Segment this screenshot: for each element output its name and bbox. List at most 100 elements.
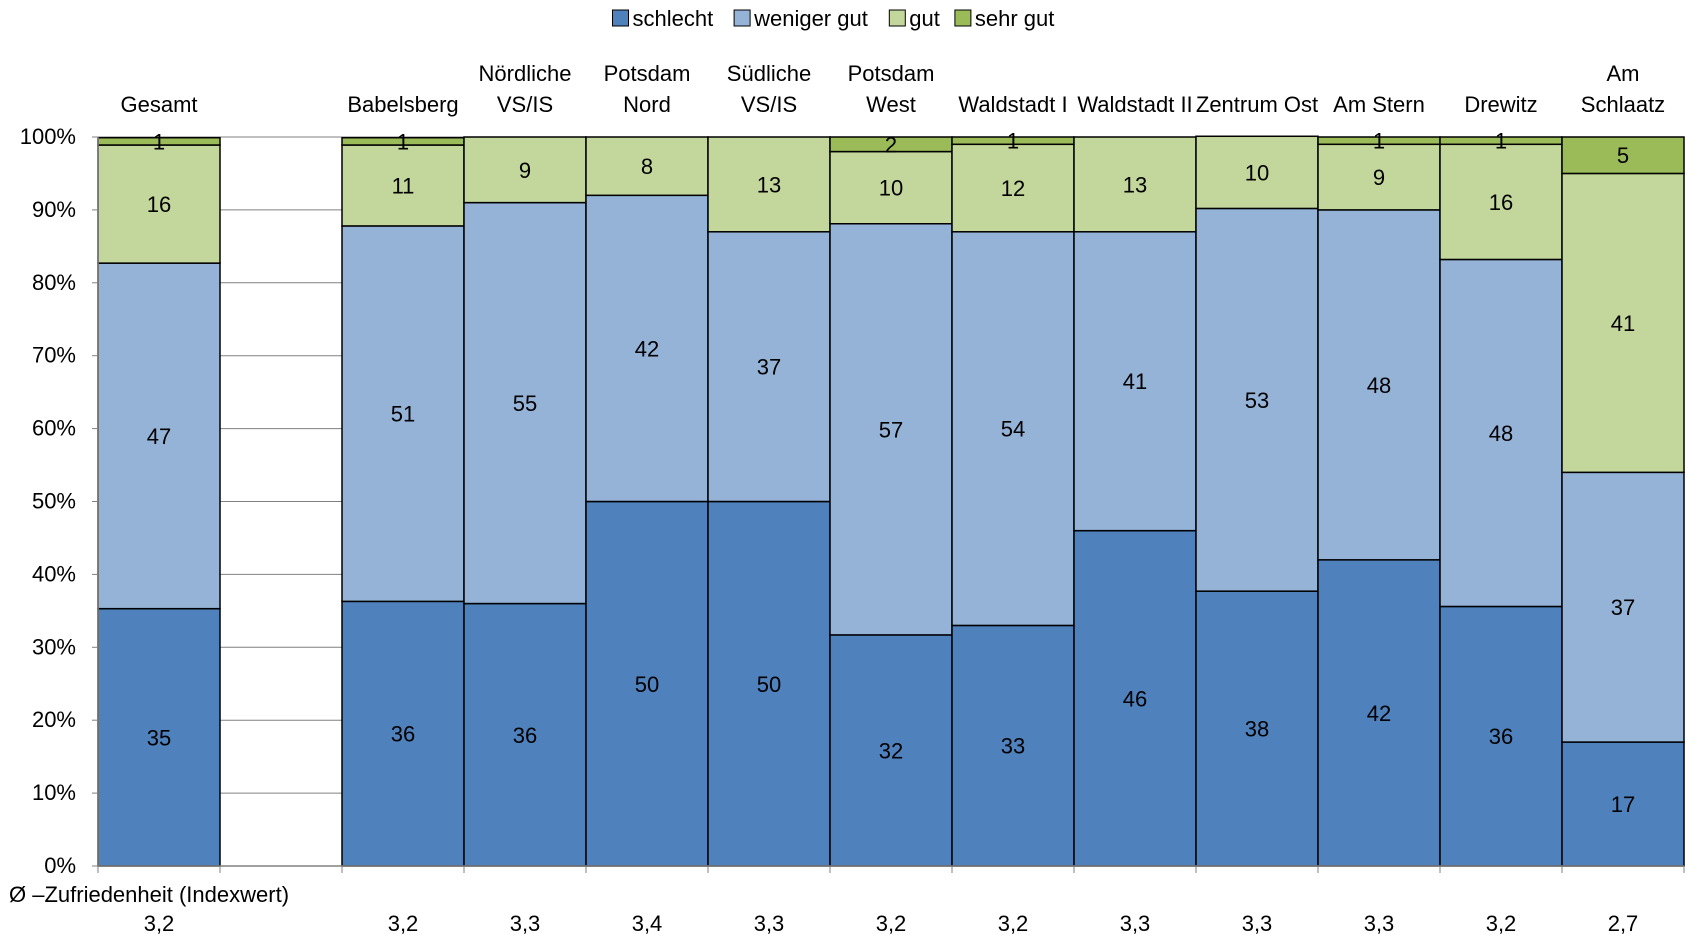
data-label: 36	[391, 722, 415, 747]
bar-segment	[1439, 605, 1563, 867]
bar-segment	[463, 201, 587, 605]
bar-segment	[951, 143, 1075, 233]
index-value: 3,3	[754, 911, 785, 936]
index-value: 3,4	[632, 911, 663, 936]
data-label: 55	[513, 391, 537, 416]
y-tick-label: 80%	[32, 270, 76, 295]
data-label: 54	[1001, 417, 1025, 442]
data-label: 1	[153, 129, 165, 154]
data-label: 16	[147, 192, 171, 217]
legend-label: gut	[909, 6, 940, 31]
bar-segment	[1195, 135, 1319, 210]
category-label: Gesamt	[120, 92, 197, 117]
legend: schlecht weniger gut gut sehr gut	[612, 6, 1055, 31]
category-label: Schlaatz	[1581, 92, 1665, 117]
data-label: 12	[1001, 176, 1025, 201]
bar-segment	[1439, 258, 1563, 608]
index-value: 3,2	[876, 911, 907, 936]
category-label: VS/IS	[497, 92, 553, 117]
index-value: 3,3	[510, 911, 541, 936]
legend-swatch	[612, 9, 629, 27]
bar-segment	[1195, 590, 1319, 867]
category-label: Potsdam	[604, 61, 691, 86]
data-label: 50	[757, 672, 781, 697]
data-label: 57	[879, 417, 903, 442]
category-label: Drewitz	[1464, 92, 1537, 117]
category-labels: Gesamt Babelsberg Nördliche VS/IS Potsdam Nor…	[120, 61, 1665, 117]
data-label: 1	[1007, 129, 1019, 154]
data-label: 53	[1245, 388, 1269, 413]
bar-segment	[1561, 471, 1685, 743]
data-label: 37	[757, 355, 781, 380]
data-label: 37	[1611, 595, 1635, 620]
index-value: 3,2	[998, 911, 1029, 936]
data-label: 41	[1611, 311, 1635, 336]
y-tick-label: 60%	[32, 416, 76, 441]
category-label: Am	[1607, 61, 1640, 86]
y-tick-label: 100%	[20, 124, 76, 149]
y-tick-label: 20%	[32, 707, 76, 732]
axes: 0% 10% 20% 30% 40% 50% 60% 70% 80% 90% 100%	[20, 124, 1685, 878]
category-label: Babelsberg	[347, 92, 458, 117]
data-label: 5	[1617, 143, 1629, 168]
data-label: 42	[1367, 701, 1391, 726]
data-label: 51	[391, 402, 415, 427]
legend-swatch	[733, 9, 751, 27]
data-label: 11	[392, 173, 415, 198]
bar-segment	[1561, 172, 1685, 474]
bar-segment	[829, 634, 953, 867]
y-tick-label: 90%	[32, 197, 76, 222]
category-label: Zentrum Ost	[1196, 92, 1318, 117]
bar-segment	[707, 500, 831, 867]
y-tick-label: 50%	[32, 489, 76, 514]
category-label: Am Stern	[1333, 92, 1425, 117]
data-label: 38	[1245, 717, 1269, 742]
data-label: 47	[147, 424, 171, 449]
category-label: Nord	[623, 92, 671, 117]
bar-segment	[829, 223, 953, 636]
data-label: 41	[1123, 369, 1147, 394]
legend-label: sehr gut	[975, 6, 1055, 31]
data-label: 2	[885, 132, 897, 157]
bar-segment	[707, 136, 831, 233]
data-label: 46	[1123, 686, 1147, 711]
index-value: 3,3	[1242, 911, 1273, 936]
legend-label: schlecht	[633, 6, 714, 31]
data-label: 9	[519, 158, 531, 183]
bar-segment	[585, 136, 709, 197]
category-label: VS/IS	[741, 92, 797, 117]
category-label: Nördliche	[479, 61, 572, 86]
bar-segment	[707, 231, 831, 503]
y-tick-label: 0%	[44, 853, 76, 878]
data-label: 10	[879, 176, 903, 201]
bar-segment	[1317, 209, 1441, 561]
data-label: 33	[1001, 734, 1025, 759]
bar-segment	[1073, 136, 1197, 233]
legend-label: weniger gut	[753, 6, 868, 31]
y-tick-label: 70%	[32, 343, 76, 368]
bar-segment	[829, 150, 953, 225]
data-label: 1	[1495, 129, 1507, 154]
legend-swatch	[954, 9, 972, 27]
bar-segment	[341, 144, 465, 227]
data-label: 50	[635, 672, 659, 697]
y-tick-label: 30%	[32, 634, 76, 659]
index-row-label: Ø –Zufriedenheit (Indexwert)	[9, 882, 289, 907]
bar-segment	[1195, 207, 1319, 592]
index-row: 3,2 3,2 3,3 3,4 3,3 3,2 3,2 3,3 3,3 3,3 3,2 2,7 Ø –Z…	[9, 882, 1638, 936]
data-label: 13	[757, 172, 781, 197]
data-label: 35	[147, 725, 171, 750]
data-label: 48	[1367, 373, 1391, 398]
data-label: 36	[513, 723, 537, 748]
bar-segment	[1073, 231, 1197, 532]
bar-segment	[341, 225, 465, 603]
legend-swatch	[888, 9, 906, 27]
bar-segment	[463, 602, 587, 867]
bar-segment	[1073, 529, 1197, 867]
category-label: Waldstadt I	[958, 92, 1067, 117]
data-label: 1	[397, 129, 409, 154]
data-label: 9	[1373, 165, 1385, 190]
index-value: 3,2	[388, 911, 419, 936]
index-value: 3,3	[1120, 911, 1151, 936]
